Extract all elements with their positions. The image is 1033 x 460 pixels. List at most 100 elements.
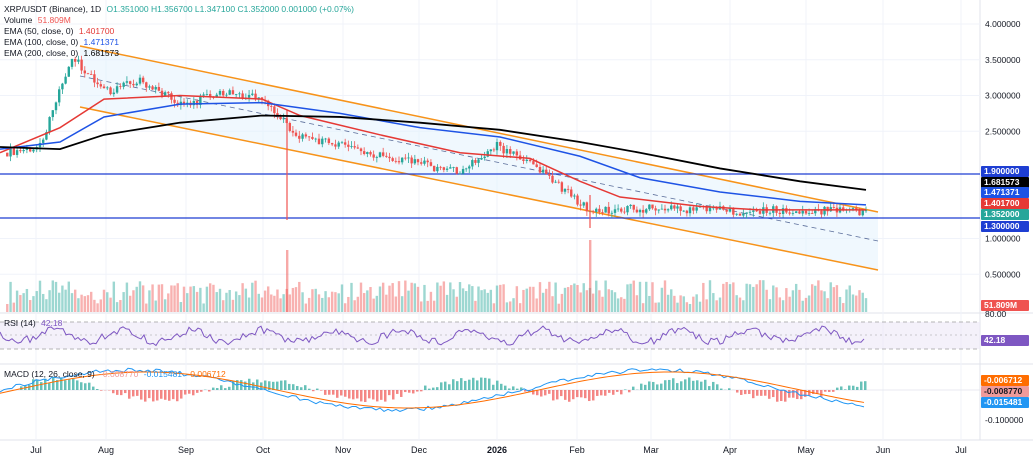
volume-bar bbox=[798, 289, 801, 312]
candle-body bbox=[449, 167, 452, 169]
volume-bar bbox=[135, 286, 138, 312]
macd-histogram-bar bbox=[716, 384, 719, 390]
volume-bar bbox=[471, 286, 474, 312]
volume-bar bbox=[182, 286, 186, 312]
candle-body bbox=[610, 212, 614, 214]
candle-body bbox=[791, 212, 795, 214]
candle-body bbox=[595, 208, 598, 212]
candle-body bbox=[798, 211, 801, 214]
volume-bar bbox=[563, 287, 567, 312]
volume-bar bbox=[119, 300, 122, 312]
volume-bar bbox=[670, 289, 673, 312]
macd-histogram-bar bbox=[168, 390, 171, 401]
macd-label[interactable]: MACD (12, 26, close, 9) bbox=[4, 369, 95, 379]
volume-bar bbox=[732, 282, 735, 312]
candle-body bbox=[613, 209, 617, 213]
volume-bar bbox=[623, 298, 626, 312]
macd-histogram-bar bbox=[448, 384, 451, 390]
volume-bar bbox=[298, 281, 301, 312]
volume-bar bbox=[416, 286, 420, 312]
macd-histogram-bar bbox=[276, 381, 279, 390]
candle-body bbox=[58, 89, 61, 103]
volume-bar bbox=[54, 281, 58, 312]
macd-histogram-bar bbox=[156, 390, 159, 401]
candle-body bbox=[582, 202, 585, 206]
ema100-label[interactable]: EMA (100, close, 0) bbox=[4, 37, 79, 47]
macd-histogram-bar bbox=[56, 380, 59, 390]
candle-body bbox=[474, 160, 477, 163]
volume-bar bbox=[307, 297, 311, 312]
volume-bar bbox=[64, 289, 67, 312]
macd-badge-2: -0.008770 bbox=[981, 386, 1029, 397]
macd-value-1: -0.008770 bbox=[100, 369, 139, 379]
volume-bar bbox=[122, 292, 125, 312]
candle-body bbox=[861, 210, 864, 216]
volume-label[interactable]: Volume bbox=[4, 15, 33, 25]
volume-bar bbox=[548, 281, 551, 312]
volume-bar bbox=[202, 303, 205, 312]
volume-spike-feb bbox=[589, 240, 592, 312]
macd-histogram-bar bbox=[196, 390, 199, 393]
volume-bar bbox=[115, 302, 119, 312]
volume-bar bbox=[366, 290, 369, 312]
volume-bar bbox=[804, 297, 808, 312]
macd-histogram-bar bbox=[800, 390, 803, 400]
volume-bar bbox=[148, 290, 151, 312]
volume-bar bbox=[585, 290, 589, 312]
volume-badge: 51.809M bbox=[981, 300, 1029, 311]
candle-body bbox=[195, 101, 199, 105]
macd-histogram-bar bbox=[440, 382, 443, 390]
candle-body bbox=[112, 92, 116, 95]
candle-body bbox=[645, 209, 648, 213]
rsi-label[interactable]: RSI (14) bbox=[4, 318, 36, 328]
candle-body bbox=[270, 106, 273, 107]
volume-bar bbox=[486, 292, 489, 312]
volume-bar bbox=[698, 301, 702, 312]
macd-histogram-bar bbox=[436, 387, 439, 390]
volume-bar bbox=[545, 288, 548, 312]
candle-body bbox=[679, 206, 682, 211]
macd-histogram-bar bbox=[280, 380, 283, 390]
ema200-label[interactable]: EMA (200, close, 0) bbox=[4, 48, 79, 58]
volume-bar bbox=[573, 283, 576, 312]
macd-histogram-bar bbox=[28, 384, 31, 390]
volume-bar bbox=[522, 289, 525, 312]
volume-bar bbox=[291, 287, 295, 312]
candle-body bbox=[327, 138, 331, 144]
volume-bar bbox=[86, 295, 90, 312]
volume-bar bbox=[9, 281, 12, 312]
volume-bar bbox=[725, 282, 728, 312]
candle-body bbox=[673, 205, 676, 209]
volume-bar bbox=[317, 294, 321, 312]
candle-body bbox=[826, 206, 829, 212]
candle-body bbox=[851, 208, 855, 210]
candle-body bbox=[397, 161, 401, 163]
volume-bar bbox=[48, 290, 51, 312]
macd-histogram-bar bbox=[812, 390, 815, 395]
candle-body bbox=[163, 92, 167, 96]
macd-histogram-bar bbox=[788, 390, 791, 398]
volume-bar bbox=[807, 295, 811, 312]
ema100-line bbox=[0, 101, 867, 206]
macd-histogram-bar bbox=[516, 388, 519, 390]
time-axis-label: Feb bbox=[569, 445, 585, 455]
volume-bar bbox=[340, 284, 344, 312]
volume-bar bbox=[369, 287, 372, 312]
candle-body bbox=[560, 182, 564, 192]
volume-bar bbox=[861, 292, 864, 312]
volume-bar bbox=[170, 285, 173, 312]
macd-histogram-bar bbox=[412, 390, 415, 394]
volume-bar bbox=[407, 290, 410, 312]
candle-body bbox=[125, 81, 129, 83]
macd-histogram-bar bbox=[68, 378, 71, 390]
volume-bar bbox=[660, 287, 664, 312]
volume-bar bbox=[525, 288, 528, 312]
candle-body bbox=[651, 204, 654, 209]
candle-body bbox=[353, 146, 356, 148]
symbol-label[interactable]: XRP/USDT (Binance), 1D bbox=[4, 4, 102, 14]
ema50-label[interactable]: EMA (50, close, 0) bbox=[4, 26, 74, 36]
macd-histogram-bar bbox=[548, 390, 551, 394]
candle-body bbox=[804, 210, 808, 214]
